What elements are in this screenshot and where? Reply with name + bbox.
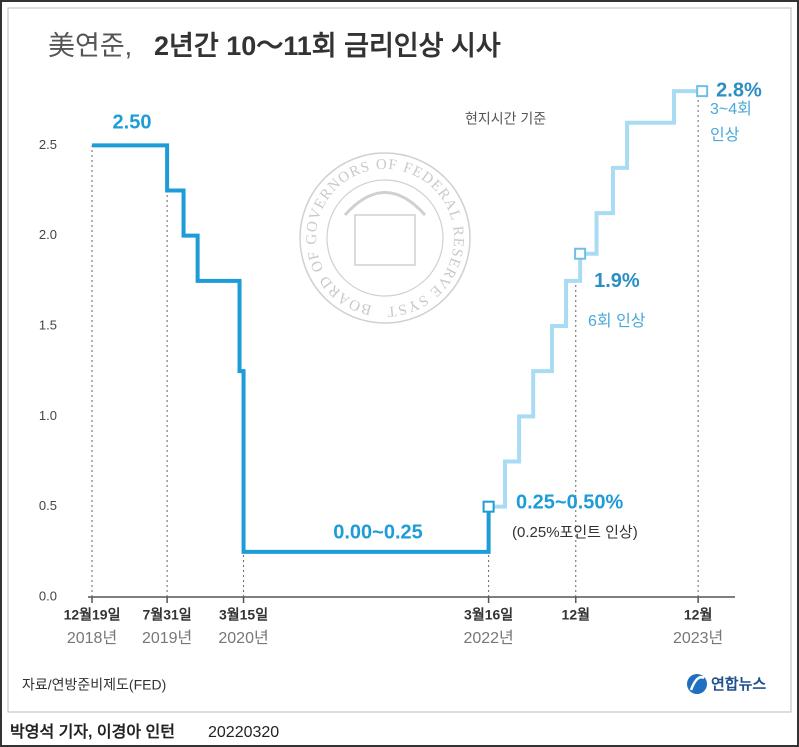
- x-tick-label: 12월: [562, 607, 590, 623]
- date: 20220320: [208, 724, 279, 741]
- x-tick-label: 7월31일: [143, 607, 192, 623]
- note: 현지시간 기준: [465, 111, 546, 127]
- annotation: 3~4회: [710, 100, 752, 118]
- y-tick-label: 2.0: [39, 227, 57, 242]
- x-tick-year: 2022년: [463, 629, 513, 647]
- point-marker: [696, 85, 709, 98]
- value-label: 2.8%: [716, 79, 762, 101]
- logo: 연합뉴스: [711, 676, 766, 693]
- x-tick-label: 3월16일: [464, 607, 513, 623]
- annotation: 인상: [710, 126, 740, 144]
- point-marker: [574, 247, 587, 260]
- step-line: [92, 143, 491, 554]
- x-tick-label: 12월19일: [64, 607, 121, 623]
- seal-ring: [299, 152, 471, 324]
- panel: [7, 7, 792, 713]
- title-prefix: 美연준,: [48, 31, 132, 61]
- value-label: 2.50: [113, 112, 152, 134]
- y-tick-label: 0.5: [39, 498, 57, 513]
- x-tick-year: 2018년: [67, 629, 117, 647]
- y-tick-label: 1.0: [39, 408, 57, 423]
- x-tick-year: 2023년: [673, 629, 723, 647]
- credit: 박영석 기자, 이경아 인턴: [10, 722, 175, 741]
- y-tick-label: 0.0: [39, 588, 57, 603]
- x-tick-label: 12월: [684, 607, 712, 623]
- step-line: [488, 89, 703, 509]
- x-tick-label: 3월15일: [219, 607, 268, 623]
- x-tick-year: 2020년: [218, 629, 268, 647]
- source: 자료/연방준비제도(FED): [22, 677, 166, 693]
- seal-eagle: [343, 191, 427, 216]
- y-tick-label: 2.5: [39, 137, 57, 152]
- seal-shield: [354, 214, 416, 266]
- annotation: 6회 인상: [588, 312, 646, 330]
- y-tick-label: 1.5: [39, 317, 57, 332]
- annotation: 0.00~0.25: [333, 521, 423, 543]
- logo-swoosh: [689, 676, 705, 691]
- seal-inner: [326, 179, 444, 297]
- chart-title: 2년간 10～11회 금리인상 시사: [154, 31, 501, 61]
- point-marker: [482, 500, 495, 513]
- annotation: (0.25%포인트 인상): [512, 524, 638, 541]
- value-label: 1.9%: [594, 270, 640, 292]
- x-tick-year: 2019년: [142, 629, 192, 647]
- annotation: 0.25~0.50%: [516, 491, 624, 513]
